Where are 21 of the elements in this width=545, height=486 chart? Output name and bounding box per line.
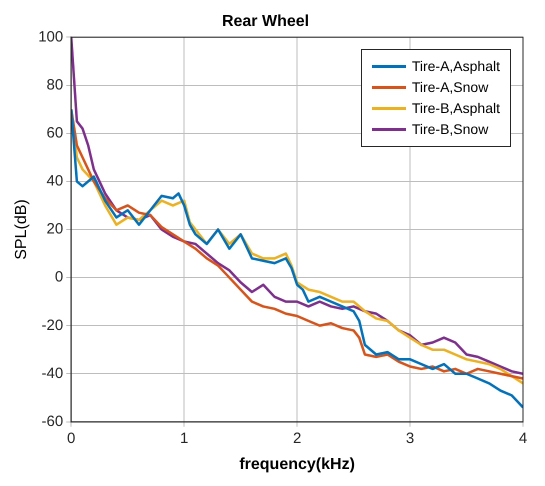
y-tick-label: -20 — [42, 316, 64, 334]
x-tick-label: 0 — [67, 430, 76, 447]
legend-label: Tire-B,Snow — [412, 120, 488, 140]
x-tick-label: 4 — [518, 430, 528, 447]
chart-title: Rear Wheel — [222, 13, 310, 30]
y-tick-label: 40 — [46, 172, 64, 190]
y-tick-label: 0 — [54, 268, 64, 286]
legend-label: Tire-A,Asphalt — [412, 57, 500, 76]
y-tick-label: -40 — [42, 364, 64, 382]
legend-label: Tire-A,Snow — [412, 78, 488, 98]
y-tick-label: 60 — [46, 124, 64, 142]
y-tick-label: 80 — [46, 76, 64, 94]
y-tick-label: 100 — [38, 28, 64, 46]
x-tick-label: 1 — [180, 430, 188, 447]
x-tick-label: 2 — [292, 430, 302, 447]
y-tick-label: 20 — [46, 220, 64, 238]
x-tick-label: 3 — [406, 430, 414, 447]
legend-label: Tire-B,Asphalt — [412, 99, 500, 118]
y-tick-label: -60 — [42, 412, 64, 430]
y-axis-title: SPL(dB) — [13, 199, 30, 260]
x-axis-title: frequency(kHz) — [239, 456, 355, 473]
